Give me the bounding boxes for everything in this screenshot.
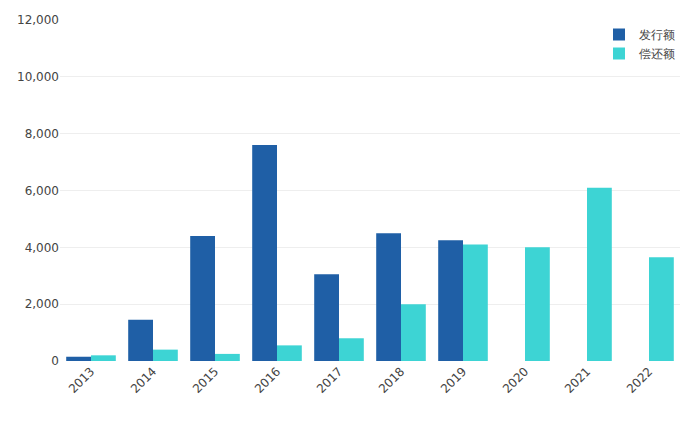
svg-text:2016: 2016 <box>252 364 283 395</box>
svg-text:4,000: 4,000 <box>25 241 59 255</box>
svg-text:0: 0 <box>51 354 59 368</box>
svg-text:12,000: 12,000 <box>17 13 59 27</box>
svg-text:10,000: 10,000 <box>17 70 59 84</box>
svg-text:2020: 2020 <box>500 364 531 395</box>
svg-text:2015: 2015 <box>190 364 221 395</box>
svg-text:2017: 2017 <box>314 364 345 395</box>
svg-text:8,000: 8,000 <box>25 127 59 141</box>
svg-text:2019: 2019 <box>438 364 469 395</box>
svg-text:2022: 2022 <box>624 364 655 395</box>
svg-text:2018: 2018 <box>376 364 407 395</box>
svg-text:发行额: 发行额 <box>639 28 675 42</box>
svg-text:2021: 2021 <box>562 364 593 395</box>
svg-text:偿还额: 偿还额 <box>639 47 675 61</box>
svg-text:2013: 2013 <box>66 364 97 395</box>
svg-text:2014: 2014 <box>128 364 159 395</box>
svg-text:6,000: 6,000 <box>25 184 59 198</box>
svg-text:2,000: 2,000 <box>25 297 59 311</box>
